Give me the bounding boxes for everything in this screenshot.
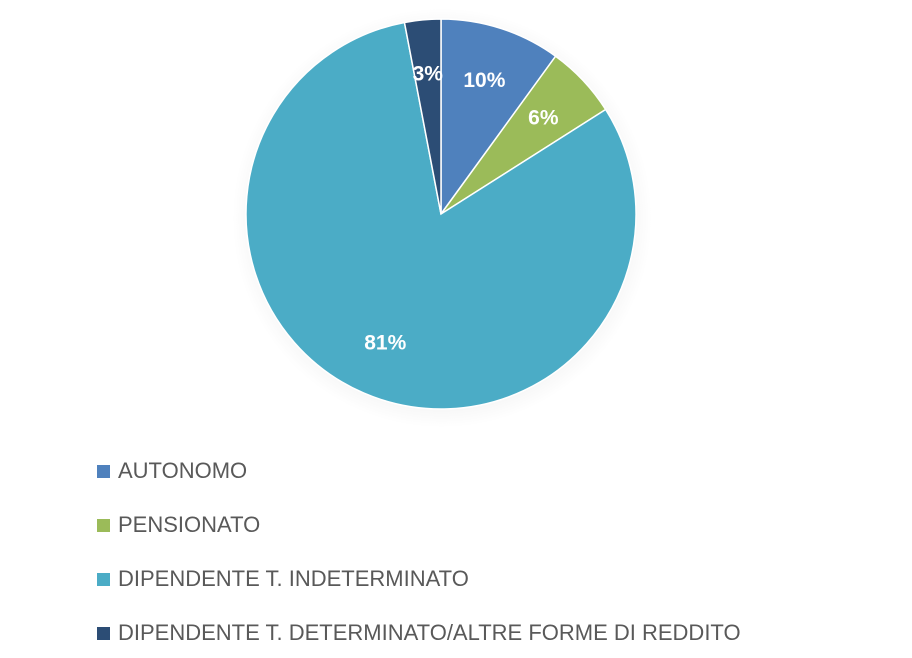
legend-swatch <box>97 464 110 478</box>
pie-slices <box>245 18 637 410</box>
data-label-dipendente-t-indeterminato: 81% <box>364 331 406 354</box>
data-label-pensionato: 6% <box>528 106 559 129</box>
pie-slice-labels: 10% 6% 81% 3% <box>364 63 559 355</box>
legend-swatch <box>97 626 110 640</box>
data-label-dipendente-t-determinato-altre-forme-di-reddito: 3% <box>413 63 444 86</box>
legend-swatch <box>97 572 110 586</box>
pie-slice-autonomo[interactable] <box>440 18 557 217</box>
legend-item-dipendente-determinato[interactable]: DIPENDENTE T. DETERMINATO/ALTRE FORME DI… <box>97 618 741 648</box>
legend-label: DIPENDENTE T. DETERMINATO/ALTRE FORME DI… <box>118 620 741 645</box>
data-label-autonomo: 10% <box>463 69 505 92</box>
legend-label: AUTONOMO <box>118 458 248 483</box>
legend-item-autonomo[interactable]: AUTONOMO <box>97 456 741 486</box>
legend-swatch <box>97 518 110 532</box>
legend-label: PENSIONATO <box>118 512 261 537</box>
legend-item-dipendente-indeterminato[interactable]: DIPENDENTE T. INDETERMINATO <box>97 564 741 594</box>
pie-slice-dipendente-t-determinato-altre-forme-di-reddito[interactable] <box>403 18 442 215</box>
legend-item-pensionato[interactable]: PENSIONATO <box>97 510 741 540</box>
legend-label: DIPENDENTE T. INDETERMINATO <box>118 566 469 591</box>
pie-slice-dipendente-t-indeterminato[interactable] <box>245 21 637 410</box>
pie-chart: 10% 6% 81% 3% <box>232 8 652 428</box>
legend: AUTONOMO PENSIONATO DIPENDENTE T. INDETE… <box>97 456 741 648</box>
